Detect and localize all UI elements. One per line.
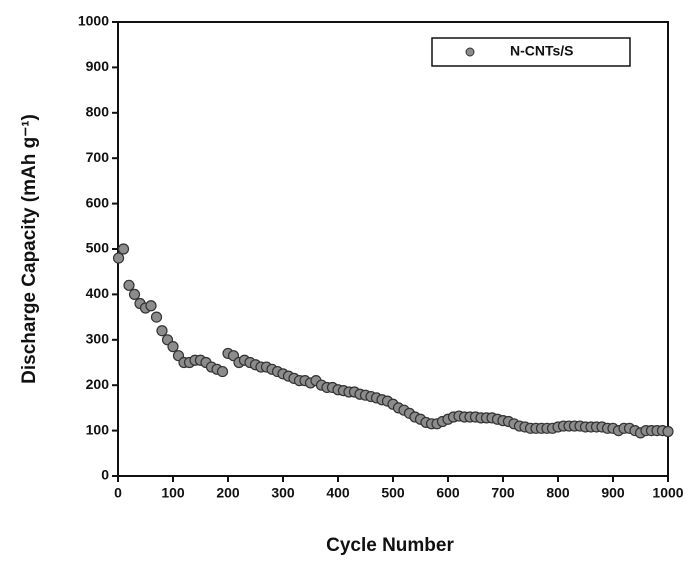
data-point	[216, 365, 229, 378]
x-tick-label: 200	[216, 485, 240, 501]
x-tick-label: 600	[436, 485, 460, 501]
x-tick-label: 800	[546, 485, 570, 501]
y-tick-label: 600	[86, 194, 110, 210]
y-tick-label: 200	[86, 376, 110, 392]
data-point	[167, 341, 179, 353]
data-point	[123, 279, 135, 291]
data-point	[145, 300, 157, 312]
x-tick-label: 900	[601, 485, 625, 501]
y-axis-label: Discharge Capacity (mAh g⁻¹)	[19, 114, 40, 384]
y-tick-label: 300	[86, 331, 110, 347]
x-tick-label: 0	[114, 485, 122, 501]
y-tick-label: 700	[86, 149, 110, 165]
y-tick-label: 800	[86, 104, 110, 120]
data-point	[128, 288, 141, 300]
y-tick-label: 900	[86, 58, 110, 74]
data-point	[662, 425, 674, 438]
data-point	[156, 325, 168, 337]
x-tick-label: 400	[326, 485, 350, 501]
legend-box	[431, 37, 631, 67]
x-tick-label: 300	[271, 485, 295, 501]
legend-label: N-CNTs/S	[510, 43, 574, 59]
x-tick-label: 700	[491, 485, 515, 501]
data-point	[112, 252, 125, 264]
legend-marker	[465, 47, 475, 57]
x-tick-label: 1000	[652, 485, 683, 501]
y-tick-label: 1000	[78, 13, 109, 29]
y-tick-label: 0	[101, 467, 109, 483]
x-axis-label: Cycle Number	[326, 535, 454, 556]
x-tick-label: 500	[381, 485, 405, 501]
y-tick-label: 400	[86, 285, 110, 301]
data-point	[150, 311, 163, 323]
y-tick-label: 100	[86, 421, 110, 437]
y-tick-label: 500	[86, 240, 110, 256]
x-tick-label: 100	[161, 485, 185, 501]
data-point	[117, 243, 130, 255]
